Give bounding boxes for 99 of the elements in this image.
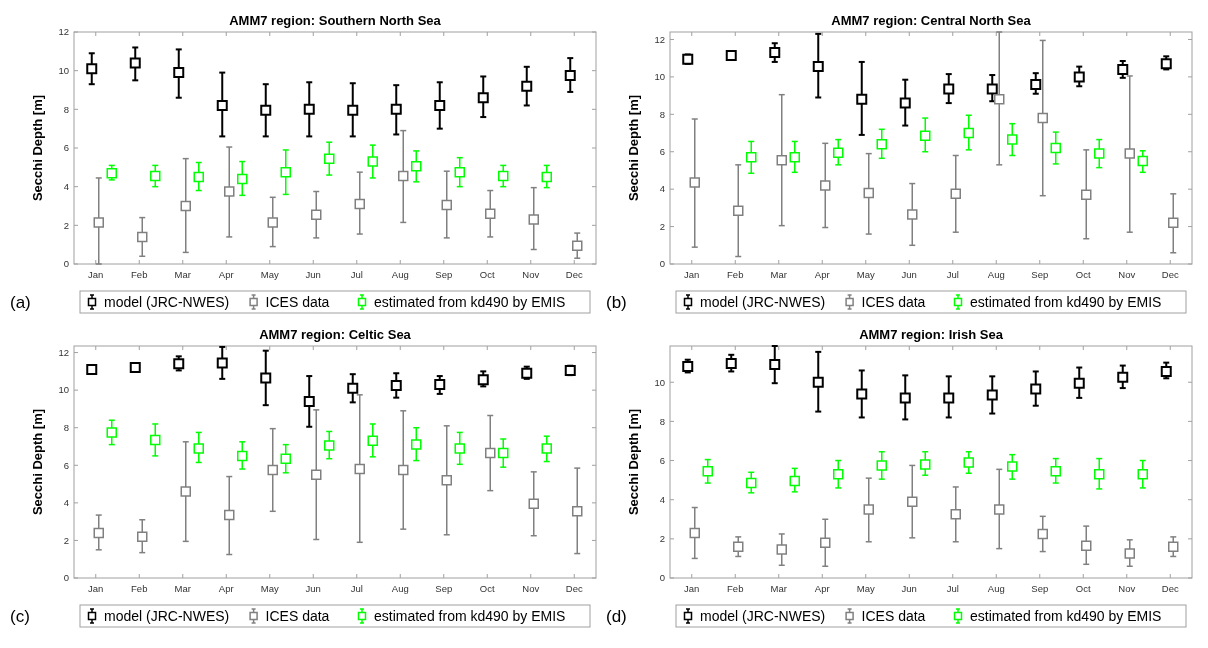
y-tick-label: 0 bbox=[63, 572, 69, 584]
x-tick-label: Dec bbox=[1161, 583, 1179, 594]
x-tick-label: Feb bbox=[727, 269, 744, 280]
y-axis-title: Secchi Depth [m] bbox=[626, 94, 641, 202]
legend-label: estimated from kd490 by EMIS bbox=[970, 607, 1162, 624]
legend-label: ICES data bbox=[265, 607, 330, 624]
y-tick-label: 12 bbox=[58, 346, 69, 358]
x-tick-label: Jan bbox=[88, 583, 104, 594]
y-tick-label: 10 bbox=[654, 71, 665, 83]
chart-title: AMM7 region: Irish Sea bbox=[859, 327, 1004, 342]
x-tick-label: Aug bbox=[391, 583, 409, 594]
x-tick-label: Mar bbox=[770, 269, 787, 280]
text: (a) bbox=[10, 292, 31, 312]
x-tick-label: Nov bbox=[522, 269, 540, 280]
x-tick-label: Sep bbox=[435, 583, 453, 594]
text: (c) bbox=[10, 606, 30, 626]
y-tick-label: 2 bbox=[659, 533, 665, 545]
y-tick-label: 2 bbox=[63, 219, 69, 231]
x-tick-label: Oct bbox=[1075, 269, 1091, 280]
y-tick-label: 2 bbox=[63, 534, 69, 546]
y-tick-label: 6 bbox=[63, 142, 69, 154]
x-tick-label: Jan bbox=[684, 583, 700, 594]
x-tick-label: Mar bbox=[174, 583, 191, 594]
legend-label: ICES data bbox=[265, 293, 330, 310]
x-tick-label: Jul bbox=[350, 269, 363, 280]
legend-label: model (JRC-NWES) bbox=[700, 293, 826, 310]
x-tick-label: Oct bbox=[479, 583, 495, 594]
x-tick-label: Apr bbox=[218, 583, 234, 594]
chart-title: AMM7 region: Southern North Sea bbox=[229, 13, 442, 28]
x-tick-label: Mar bbox=[770, 583, 787, 594]
x-tick-label: Sep bbox=[435, 269, 453, 280]
y-tick-label: 4 bbox=[63, 497, 69, 509]
y-tick-label: 8 bbox=[63, 103, 69, 115]
x-tick-label: Jan bbox=[684, 269, 700, 280]
y-tick-label: 12 bbox=[654, 33, 665, 45]
x-tick-label: Oct bbox=[479, 269, 495, 280]
y-tick-label: 2 bbox=[659, 220, 665, 232]
legend-label: estimated from kd490 by EMIS bbox=[374, 607, 566, 624]
y-tick-label: 10 bbox=[58, 64, 69, 76]
y-axis-title: Secchi Depth [m] bbox=[626, 408, 641, 516]
y-tick-label: 10 bbox=[58, 384, 69, 396]
x-tick-label: May bbox=[856, 583, 875, 594]
chart-title: AMM7 region: Celtic Sea bbox=[259, 327, 412, 342]
y-tick-label: 8 bbox=[659, 415, 665, 427]
x-tick-label: Sep bbox=[1031, 269, 1049, 280]
x-tick-label: Jul bbox=[946, 583, 959, 594]
legend-label: model (JRC-NWES) bbox=[104, 293, 230, 310]
legend-label: estimated from kd490 by EMIS bbox=[374, 293, 566, 310]
y-tick-label: 0 bbox=[659, 258, 665, 270]
x-tick-label: Nov bbox=[1118, 269, 1136, 280]
y-axis-title: Secchi Depth [m] bbox=[30, 408, 45, 516]
x-tick-label: May bbox=[856, 269, 875, 280]
x-tick-label: Jul bbox=[946, 269, 959, 280]
legend-label: ICES data bbox=[861, 607, 926, 624]
x-tick-label: Jul bbox=[350, 583, 363, 594]
x-tick-label: Dec bbox=[1161, 269, 1179, 280]
y-axis-title: Secchi Depth [m] bbox=[30, 94, 45, 202]
x-tick-label: Dec bbox=[565, 269, 583, 280]
x-tick-label: Jun bbox=[901, 269, 917, 280]
legend-label: model (JRC-NWES) bbox=[700, 607, 826, 624]
y-tick-label: 4 bbox=[659, 183, 665, 195]
y-tick-label: 4 bbox=[63, 180, 69, 192]
x-tick-label: Oct bbox=[1075, 583, 1091, 594]
x-tick-label: Aug bbox=[391, 269, 409, 280]
y-tick-label: 0 bbox=[659, 572, 665, 584]
legend-label: ICES data bbox=[861, 293, 926, 310]
x-tick-label: Aug bbox=[987, 583, 1005, 594]
x-tick-label: Apr bbox=[814, 269, 830, 280]
x-tick-label: Aug bbox=[987, 269, 1005, 280]
x-tick-label: Feb bbox=[131, 583, 148, 594]
y-tick-label: 0 bbox=[63, 258, 69, 270]
x-tick-label: May bbox=[260, 583, 279, 594]
chart-title: AMM7 region: Central North Sea bbox=[831, 13, 1032, 28]
x-tick-label: Nov bbox=[522, 583, 540, 594]
x-tick-label: May bbox=[260, 269, 279, 280]
legend-label: estimated from kd490 by EMIS bbox=[970, 293, 1162, 310]
text: (b) bbox=[606, 292, 627, 312]
text: (d) bbox=[606, 606, 627, 626]
x-tick-label: Jun bbox=[305, 583, 321, 594]
y-tick-label: 6 bbox=[63, 459, 69, 471]
x-tick-label: Feb bbox=[131, 269, 148, 280]
x-tick-label: Feb bbox=[727, 583, 744, 594]
y-tick-label: 12 bbox=[58, 26, 69, 38]
y-tick-label: 6 bbox=[659, 454, 665, 466]
x-tick-label: Mar bbox=[174, 269, 191, 280]
legend-label: model (JRC-NWES) bbox=[104, 607, 230, 624]
x-tick-label: Apr bbox=[218, 269, 234, 280]
x-tick-label: Apr bbox=[814, 583, 830, 594]
y-tick-label: 8 bbox=[63, 422, 69, 434]
y-tick-label: 10 bbox=[654, 376, 665, 388]
x-tick-label: Dec bbox=[565, 583, 583, 594]
x-tick-label: Nov bbox=[1118, 583, 1136, 594]
y-tick-label: 8 bbox=[659, 108, 665, 120]
y-tick-label: 4 bbox=[659, 494, 665, 506]
x-tick-label: Jun bbox=[901, 583, 917, 594]
x-tick-label: Jan bbox=[88, 269, 104, 280]
y-tick-label: 6 bbox=[659, 146, 665, 158]
x-tick-label: Sep bbox=[1031, 583, 1049, 594]
x-tick-label: Jun bbox=[305, 269, 321, 280]
